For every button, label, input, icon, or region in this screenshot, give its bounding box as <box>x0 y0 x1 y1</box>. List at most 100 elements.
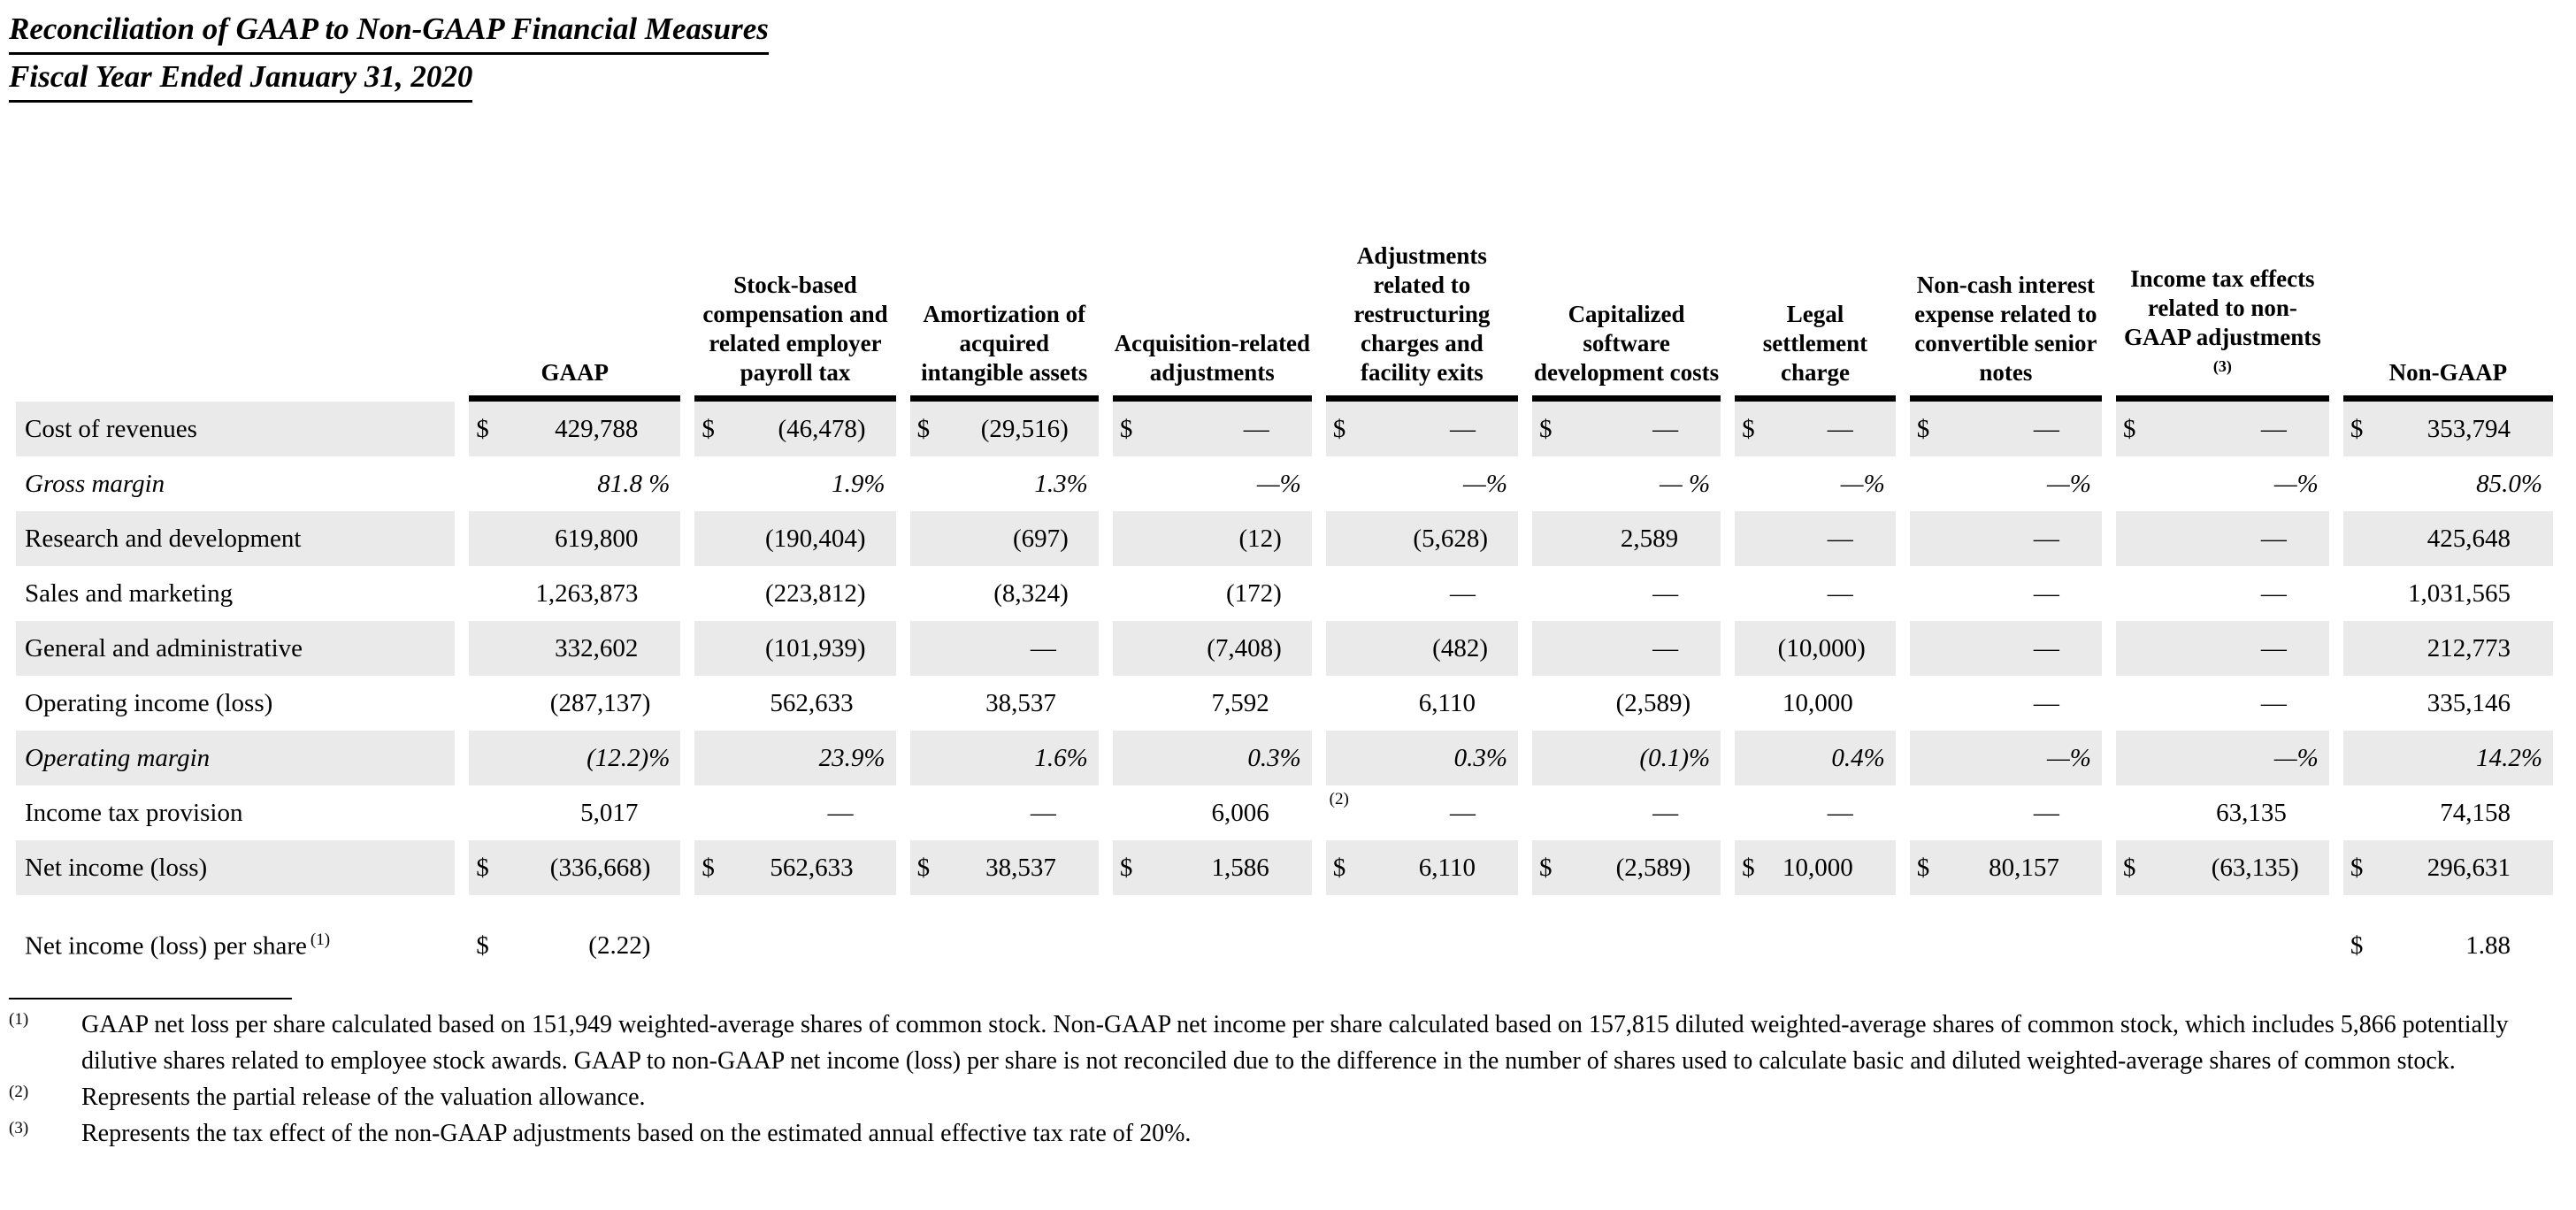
data-cell: (482) <box>1325 621 1518 676</box>
data-cell: $80,157 <box>1909 840 2102 895</box>
table-row: Operating margin (12.2)% 23.9% 1.6% 0.3% 0.3%… <box>16 731 2553 785</box>
cell-value: 2,589 <box>1620 524 1679 553</box>
footnote-2: (2) Represents the partial release of th… <box>9 1079 2576 1115</box>
cell-value: (0.1)% <box>1639 743 1711 772</box>
data-cell: 1,031,565 <box>2343 566 2553 621</box>
document-title: Reconciliation of GAAP to Non-GAAP Finan… <box>9 7 2567 55</box>
data-cell: (12.2)% <box>469 731 681 785</box>
data-cell: (287,137) <box>469 676 680 731</box>
data-cell: $ — <box>1325 402 1518 456</box>
dollar-sign: $ <box>1742 853 1755 882</box>
table-body: Cost of revenues $429,788 $ (46,478) $ (29,51… <box>16 402 2553 973</box>
column-header: Stock-based compensation and related emp… <box>694 129 896 402</box>
cell-value: (101,939) <box>765 633 866 662</box>
cell-value: — <box>827 798 854 827</box>
data-cell: $ (336,668) <box>469 840 681 895</box>
data-cell: (101,939) <box>694 621 896 676</box>
cell-value: 0.4% <box>1831 743 1885 772</box>
dollar-sign: $ <box>702 853 715 882</box>
dollar-sign: $ <box>476 853 489 882</box>
table-row: Income tax provision 5,017 — — 6,006 (2) — — — — 6… <box>16 785 2553 840</box>
column-header-label: Capitalized software development costs <box>1533 301 1720 386</box>
row-label-cell: Operating margin <box>16 731 456 785</box>
data-cell: — <box>2116 676 2329 731</box>
dollar-sign: $ <box>916 414 931 443</box>
data-cell: $ (2.22) <box>469 918 680 973</box>
cell-value: 425,648 <box>2426 524 2511 553</box>
cell-value: 7,592 <box>1211 688 1269 717</box>
data-cell <box>910 918 1099 973</box>
data-cell: (8,324) <box>910 566 1099 621</box>
cell-value: (2,589) <box>1615 688 1691 717</box>
cell-value: — <box>2033 524 2059 553</box>
dollar-sign: $ <box>1119 414 1133 443</box>
column-header-label: Legal settlement charge <box>1762 301 1868 386</box>
cell-value: 10,000 <box>1782 853 1853 882</box>
dollar-sign: $ <box>1332 414 1346 443</box>
cell-value: (10,000) <box>1777 633 1866 662</box>
cell-value: — <box>1827 524 1853 553</box>
data-cell: 2,589 <box>1531 511 1721 566</box>
spacer-row <box>16 895 2553 918</box>
data-cell: 85.0% <box>2343 456 2553 511</box>
data-cell: (223,812) <box>694 566 895 621</box>
data-cell: 6,006 (2) <box>1113 785 1349 840</box>
cell-value: — <box>1030 633 1056 662</box>
data-cell: — <box>2115 511 2329 566</box>
cell-value: — <box>1652 578 1679 608</box>
cell-value: 81.8 % <box>597 469 671 498</box>
column-header-label: Income tax effects related to non-GAAP a… <box>2123 265 2321 350</box>
row-label: General and administrative <box>25 633 303 662</box>
data-cell: (5,628) <box>1325 511 1518 566</box>
data-cell: $1.88 <box>2343 918 2553 973</box>
cell-value: — <box>1449 578 1476 608</box>
row-label-cell: Net income (loss) per share (1) <box>16 918 455 973</box>
cell-value: 619,800 <box>555 524 639 553</box>
data-cell: — <box>2116 566 2329 621</box>
data-cell: — <box>2115 621 2329 676</box>
footnote-3: (3) Represents the tax effect of the non… <box>9 1115 2576 1152</box>
data-cell: (190,404) <box>694 511 896 566</box>
column-header: Capitalized software development costs <box>1531 129 1721 402</box>
dollar-sign: $ <box>2122 853 2136 882</box>
data-cell: — <box>1910 676 2102 731</box>
column-header-label: Stock-based compensation and related emp… <box>702 272 888 386</box>
data-cell: 81.8 % <box>469 456 680 511</box>
data-cell: —% <box>2115 731 2329 785</box>
footnote-3-text: Represents the tax effect of the non-GAA… <box>81 1120 1192 1147</box>
cell-value: 562,633 <box>770 853 854 882</box>
row-label: Net income (loss) per share <box>25 931 307 961</box>
cell-value: 23.9% <box>818 743 886 772</box>
title-line-2: Fiscal Year Ended January 31, 2020 <box>9 55 473 103</box>
cell-value: 562,633 <box>770 688 854 717</box>
cell-value: —% <box>1256 469 1301 498</box>
cell-value: 10,000 <box>1782 688 1853 717</box>
data-cell: 6,110 <box>1326 676 1518 731</box>
data-cell: (7,408) <box>1112 621 1312 676</box>
footnote-ref: (3) <box>2212 357 2232 375</box>
column-header-label: Amortization of acquired intangible asse… <box>921 301 1088 386</box>
column-header-label: Non-cash interest expense related to con… <box>1914 272 2097 386</box>
corner-header <box>16 129 455 402</box>
cell-value: 296,631 <box>2426 853 2511 882</box>
cell-value: — <box>1827 798 1853 827</box>
cell-value: —% <box>2046 743 2091 772</box>
footnote-3-marker: (3) <box>9 1119 29 1137</box>
data-cell: 619,800 <box>469 511 681 566</box>
data-cell: 0.4% <box>1735 731 1896 785</box>
cell-value: 1.9% <box>832 469 886 498</box>
data-cell: $ (29,516) <box>909 402 1099 456</box>
footnote-1: (1) GAAP net loss per share calculated b… <box>9 1007 2576 1079</box>
cell-value: 6,110 <box>1418 688 1476 717</box>
footnote-ref: (2) <box>1329 790 1349 808</box>
cell-value: (287,137) <box>549 688 651 717</box>
data-cell: —% <box>1113 456 1312 511</box>
cell-value: — <box>2260 414 2287 443</box>
cell-value: (223,812) <box>765 578 866 608</box>
cell-value: 74,158 <box>2440 798 2511 827</box>
data-cell: — <box>1909 621 2102 676</box>
cell-value: 6,110 <box>1418 853 1476 882</box>
column-header: Acquisition-related adjustments <box>1112 129 1312 402</box>
cell-value: —% <box>1840 469 1885 498</box>
row-label: Cost of revenues <box>25 414 197 443</box>
